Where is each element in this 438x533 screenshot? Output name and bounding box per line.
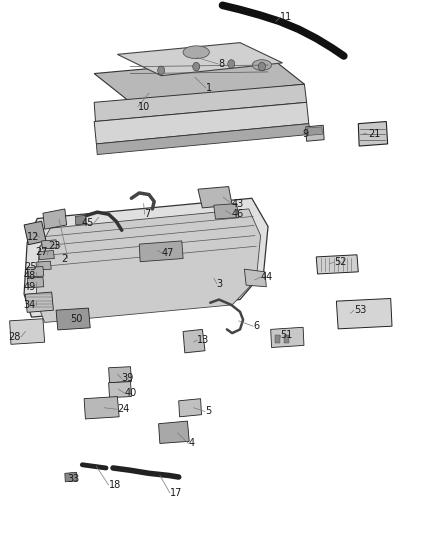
Polygon shape [358, 122, 388, 146]
Text: 27: 27 [35, 247, 48, 256]
Polygon shape [244, 269, 266, 287]
Text: 47: 47 [162, 248, 174, 258]
Text: 3: 3 [217, 279, 223, 288]
Polygon shape [42, 240, 57, 249]
Polygon shape [316, 255, 358, 274]
Ellipse shape [183, 46, 209, 59]
Circle shape [158, 66, 165, 75]
Text: 25: 25 [25, 262, 37, 271]
Polygon shape [94, 58, 304, 102]
Polygon shape [109, 382, 131, 398]
Circle shape [258, 62, 265, 71]
Polygon shape [139, 241, 183, 262]
Text: 11: 11 [280, 12, 293, 22]
Polygon shape [198, 187, 232, 208]
Text: 21: 21 [368, 130, 380, 139]
Text: 45: 45 [82, 218, 94, 228]
Polygon shape [159, 421, 189, 443]
Text: 12: 12 [27, 232, 39, 242]
Polygon shape [109, 367, 131, 383]
Polygon shape [27, 266, 44, 277]
Polygon shape [56, 308, 90, 330]
Polygon shape [65, 472, 77, 482]
Polygon shape [24, 221, 46, 245]
Polygon shape [336, 298, 392, 329]
Polygon shape [306, 125, 324, 141]
Text: 51: 51 [280, 330, 293, 340]
Polygon shape [25, 292, 53, 312]
Text: 28: 28 [9, 332, 21, 342]
Text: 2: 2 [62, 254, 68, 263]
Circle shape [193, 62, 200, 71]
Text: 40: 40 [125, 389, 137, 398]
Bar [284, 335, 289, 343]
Polygon shape [271, 327, 304, 348]
Text: 23: 23 [48, 241, 60, 251]
Polygon shape [36, 261, 51, 270]
Text: 49: 49 [24, 282, 36, 292]
Polygon shape [96, 124, 311, 155]
Text: 48: 48 [24, 271, 36, 281]
Polygon shape [307, 127, 322, 135]
Polygon shape [94, 84, 307, 122]
Text: 33: 33 [67, 474, 80, 483]
Text: 4: 4 [188, 439, 194, 448]
Text: 46: 46 [231, 209, 244, 219]
Text: 34: 34 [24, 300, 36, 310]
Text: 50: 50 [70, 314, 82, 324]
Text: 39: 39 [122, 374, 134, 383]
Text: 44: 44 [261, 272, 273, 282]
Polygon shape [39, 251, 54, 260]
Polygon shape [27, 277, 44, 288]
Text: 5: 5 [205, 407, 211, 416]
Circle shape [228, 60, 235, 68]
Text: 10: 10 [138, 102, 150, 111]
Polygon shape [36, 209, 261, 322]
Text: 18: 18 [109, 480, 121, 490]
Text: 24: 24 [117, 405, 130, 414]
Polygon shape [179, 399, 201, 417]
Text: 43: 43 [231, 199, 244, 208]
Text: 52: 52 [334, 257, 346, 267]
Polygon shape [84, 397, 119, 419]
Polygon shape [75, 215, 86, 225]
Text: 8: 8 [218, 59, 224, 69]
Ellipse shape [252, 60, 272, 70]
Text: 53: 53 [354, 305, 366, 315]
Text: 13: 13 [197, 335, 209, 345]
Text: 17: 17 [170, 488, 182, 498]
Polygon shape [94, 102, 309, 144]
Polygon shape [183, 329, 205, 353]
Polygon shape [117, 43, 283, 76]
Text: 1: 1 [206, 83, 212, 93]
Text: 7: 7 [145, 209, 151, 219]
Bar [275, 335, 280, 343]
Polygon shape [214, 204, 239, 219]
Polygon shape [43, 209, 67, 229]
Polygon shape [10, 319, 45, 344]
Text: 6: 6 [253, 321, 259, 331]
Text: 9: 9 [302, 130, 308, 139]
Polygon shape [24, 198, 268, 317]
